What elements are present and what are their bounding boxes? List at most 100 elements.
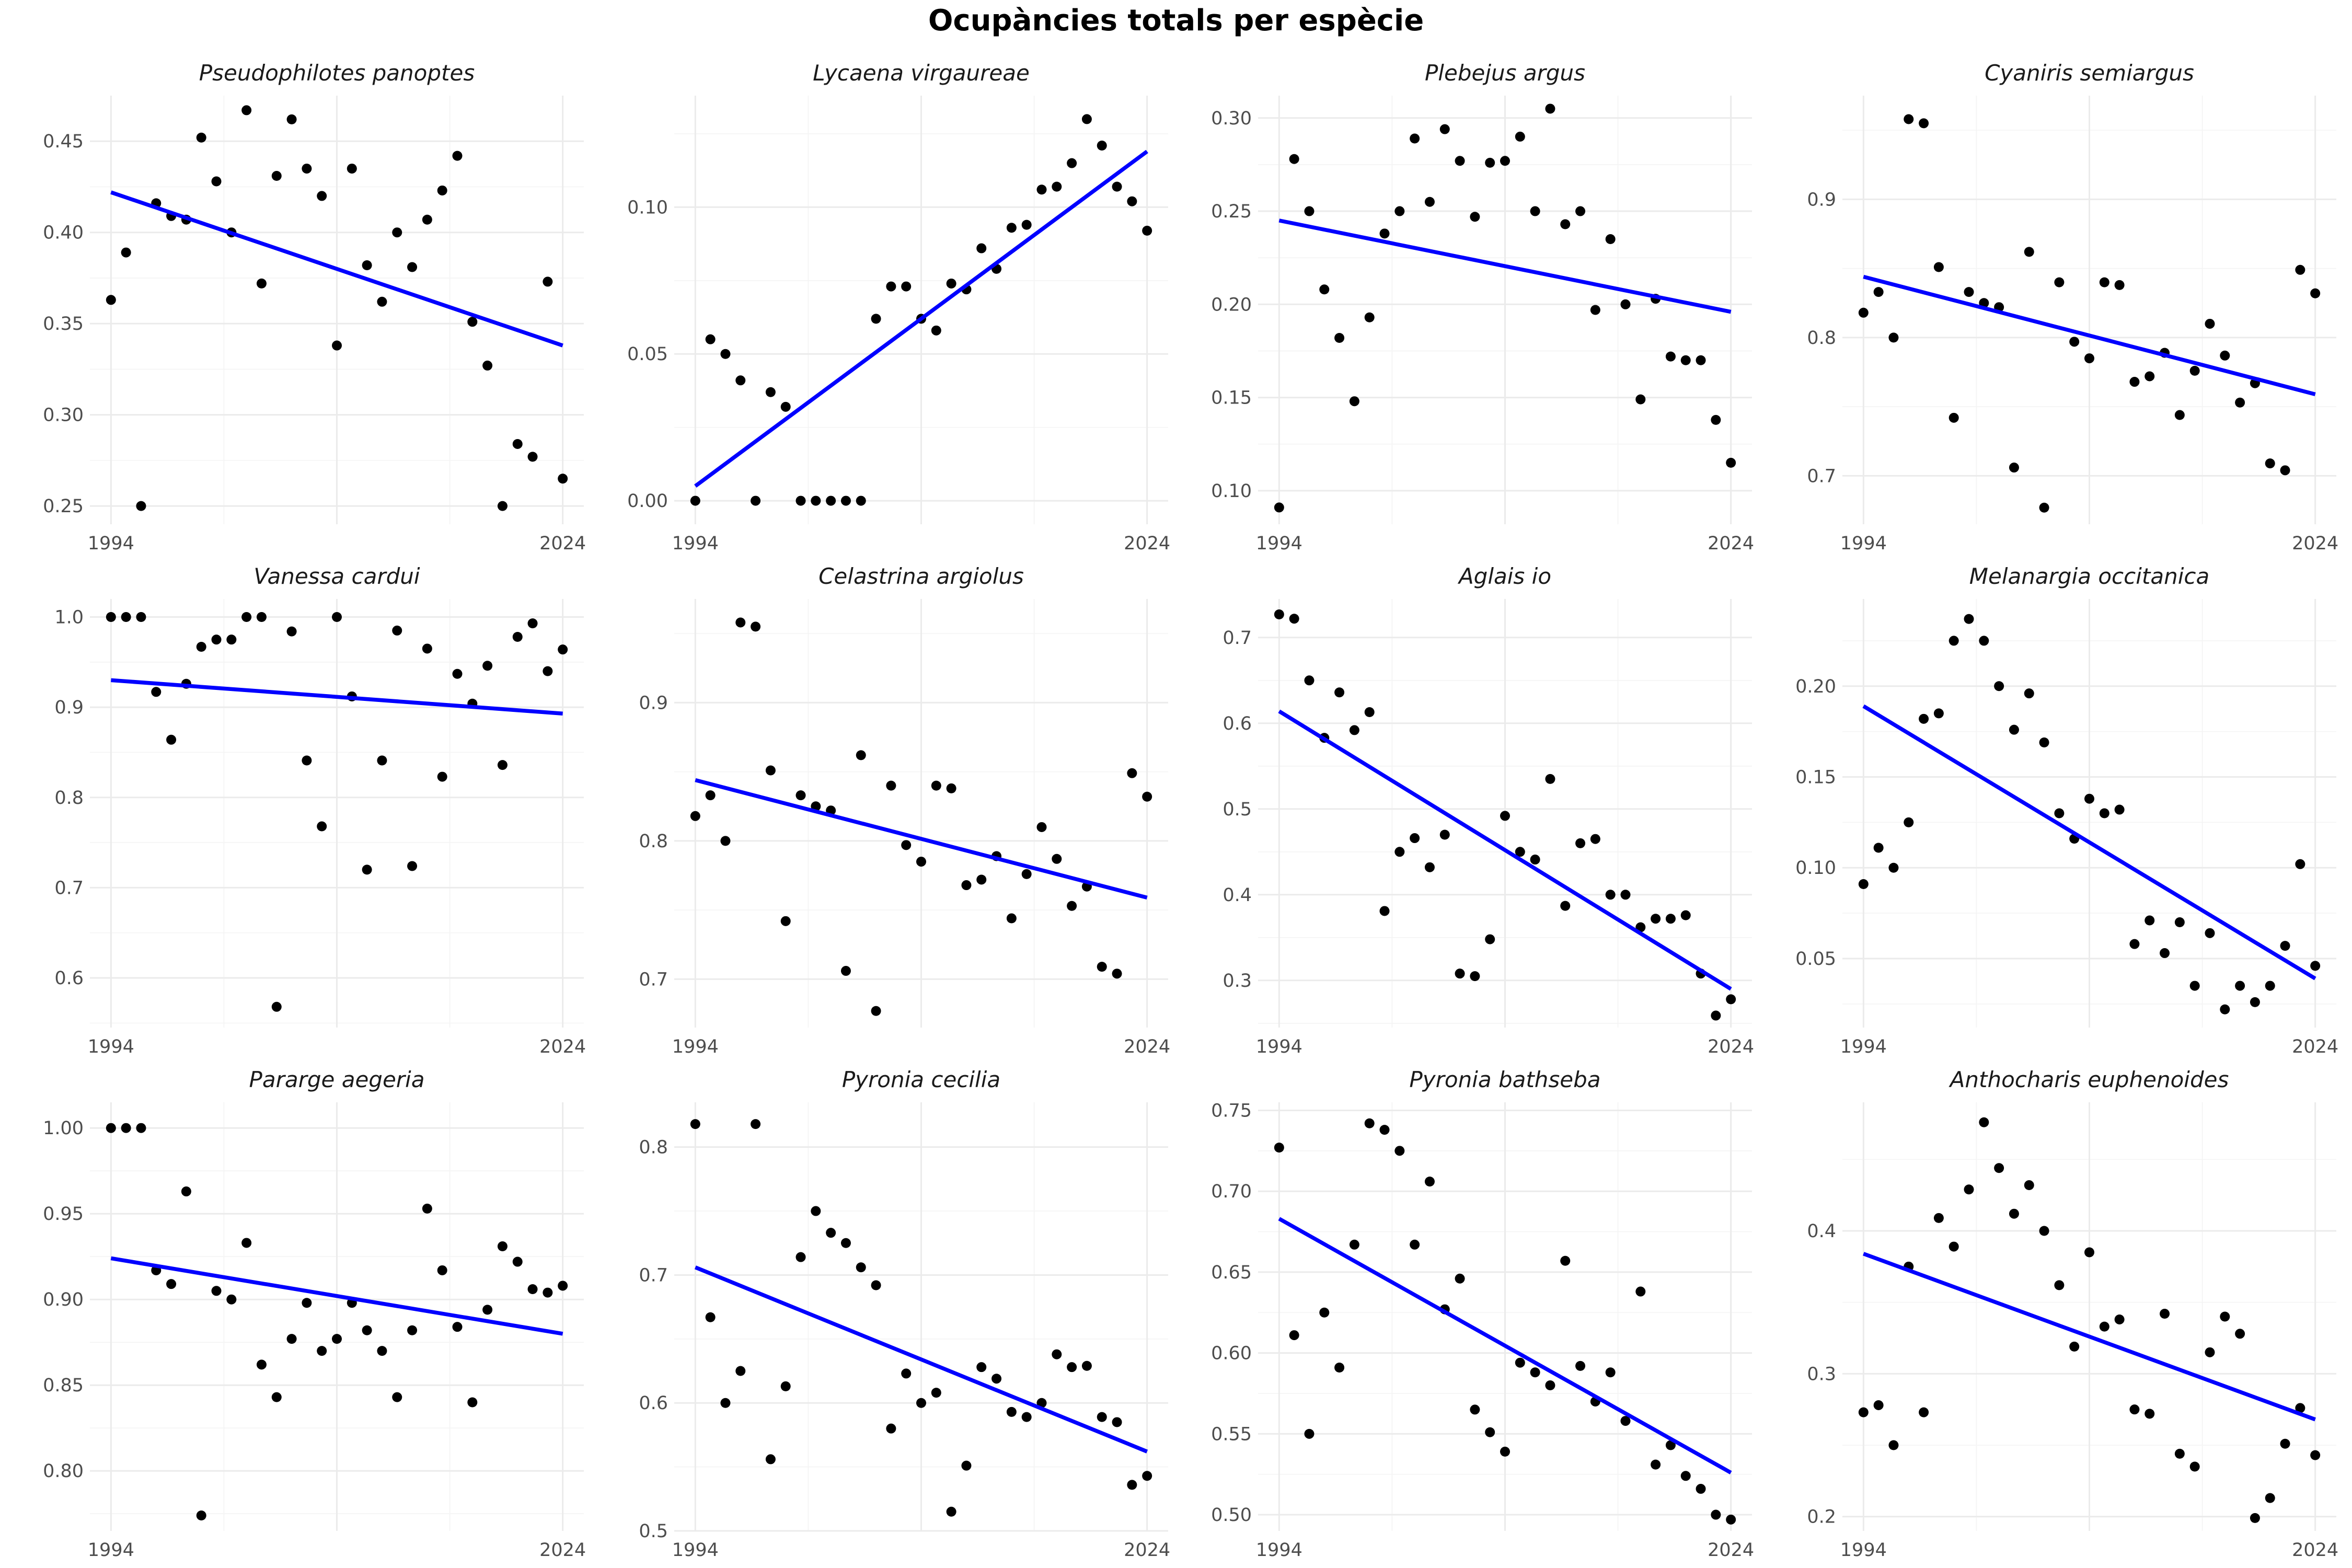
y-tick-label: 0.7 xyxy=(639,969,668,990)
data-point xyxy=(1485,157,1495,168)
y-tick-label: 0.7 xyxy=(54,878,84,898)
data-point xyxy=(1334,332,1345,343)
data-point xyxy=(901,281,912,292)
data-point xyxy=(1127,768,1137,778)
data-point xyxy=(1994,1163,2004,1173)
x-tick-label: 1994 xyxy=(1256,533,1302,554)
data-point xyxy=(2280,1438,2290,1449)
data-point xyxy=(1289,154,1299,164)
data-point xyxy=(136,612,146,622)
x-tick-label: 2024 xyxy=(539,1036,586,1057)
data-point xyxy=(1006,1406,1017,1417)
data-point xyxy=(735,375,746,386)
data-point xyxy=(1711,414,1721,425)
data-point xyxy=(886,281,896,292)
data-point xyxy=(1304,1428,1315,1439)
data-point xyxy=(1933,262,1944,272)
data-point xyxy=(1620,890,1631,900)
data-point xyxy=(271,1001,282,1012)
data-point xyxy=(1424,197,1435,207)
y-tick-label: 0.65 xyxy=(1211,1262,1252,1283)
data-point xyxy=(482,661,493,671)
data-point xyxy=(407,861,418,871)
data-point xyxy=(1696,1484,1706,1494)
data-point xyxy=(543,276,553,287)
data-point xyxy=(302,164,312,174)
data-point xyxy=(901,840,912,850)
data-point xyxy=(1112,1417,1122,1427)
data-point xyxy=(1036,822,1047,832)
y-tick-label: 0.85 xyxy=(43,1375,84,1396)
data-point xyxy=(1127,1480,1137,1490)
data-point xyxy=(1349,396,1359,407)
data-point xyxy=(332,340,342,351)
y-tick-label: 0.95 xyxy=(43,1204,84,1225)
data-point xyxy=(931,780,941,791)
data-point xyxy=(1127,196,1137,206)
x-tick-label: 1994 xyxy=(88,1036,134,1057)
data-point xyxy=(317,1346,327,1356)
x-tick-label: 2024 xyxy=(539,1540,586,1561)
data-point xyxy=(558,474,568,484)
data-point xyxy=(2084,353,2094,364)
x-tick-label: 2024 xyxy=(1124,1036,1170,1057)
data-point xyxy=(482,1305,493,1315)
data-point xyxy=(512,1256,523,1267)
y-tick-label: 0.8 xyxy=(639,1137,668,1158)
data-point xyxy=(1439,124,1450,134)
data-point xyxy=(1575,838,1586,848)
data-point xyxy=(2039,502,2049,513)
data-point xyxy=(1590,305,1600,315)
data-point xyxy=(1424,862,1435,872)
data-point xyxy=(121,612,131,622)
panels-grid: 0.25 0.30 0.35 0.40 0.45 1994 2024 Pseudophilot… xyxy=(43,60,2338,1561)
panel-plebejus-argus: 0.10 0.15 0.20 0.25 0.30 1994 2024 Plebejus arg… xyxy=(1211,60,1754,554)
data-point xyxy=(2099,808,2109,818)
data-point xyxy=(136,501,146,511)
trend-line xyxy=(694,149,1148,488)
data-point xyxy=(467,317,478,327)
y-tick-label: 0.10 xyxy=(1211,481,1252,502)
data-point xyxy=(1334,687,1345,698)
data-point xyxy=(856,1262,866,1273)
data-point xyxy=(1888,1440,1899,1450)
data-point xyxy=(705,1312,716,1322)
data-point xyxy=(347,164,357,174)
data-point xyxy=(780,1381,791,1391)
data-point xyxy=(166,1279,177,1289)
data-point xyxy=(1274,609,1284,620)
data-point xyxy=(765,1454,776,1465)
data-point xyxy=(1515,1357,1525,1368)
data-point xyxy=(136,1123,146,1133)
data-point xyxy=(2174,410,2185,420)
y-tick-label: 0.20 xyxy=(1211,294,1252,315)
data-point xyxy=(2054,808,2065,818)
data-point xyxy=(1680,910,1691,920)
panel-title: Melanargia occitanica xyxy=(1969,563,2209,589)
data-point xyxy=(735,617,746,628)
data-point xyxy=(1964,1184,1974,1195)
data-point xyxy=(1379,906,1390,916)
panel-title: Pyronia cecilia xyxy=(842,1067,1000,1092)
y-tick-label: 0.50 xyxy=(1211,1505,1252,1526)
y-tick-label: 0.00 xyxy=(627,491,668,512)
data-point xyxy=(1605,890,1616,900)
y-tick-label: 0.8 xyxy=(639,831,668,852)
x-tick-label: 1994 xyxy=(1840,533,1887,554)
data-point xyxy=(1979,636,1989,646)
data-point xyxy=(482,360,493,371)
y-tick-label: 0.75 xyxy=(1211,1100,1252,1121)
data-point xyxy=(1334,1362,1345,1373)
data-point xyxy=(1142,1471,1152,1481)
data-point xyxy=(2295,1403,2305,1413)
data-point xyxy=(302,755,312,766)
data-point xyxy=(2145,1409,2155,1419)
data-point xyxy=(2310,961,2321,971)
data-point xyxy=(422,1203,432,1214)
data-point xyxy=(211,176,222,187)
y-tick-label: 0.7 xyxy=(639,1265,668,1286)
data-point xyxy=(1081,1361,1092,1371)
data-point xyxy=(1873,287,1884,297)
y-tick-label: 0.2 xyxy=(1807,1507,1836,1528)
